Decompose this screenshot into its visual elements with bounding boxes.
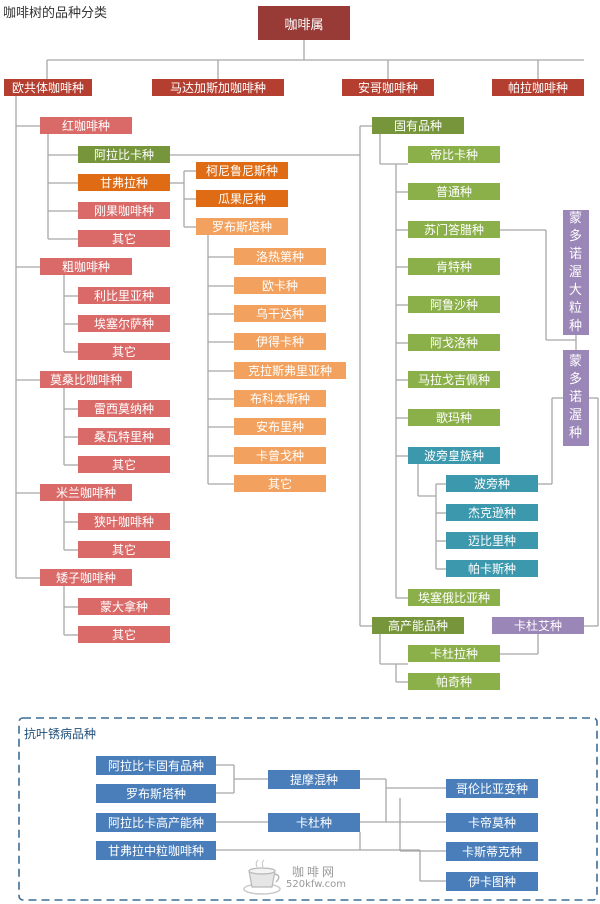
- watermark-cn-text: 咖啡网: [292, 865, 338, 879]
- node-robusta-child-9: 其它: [234, 475, 326, 492]
- rust-right-4: 伊卡图种: [446, 872, 538, 891]
- node-arabica: 阿拉比卡种: [78, 146, 170, 163]
- node-pacas: 帕奇种: [408, 673, 500, 690]
- site-watermark: 咖啡网 520kfw.com: [240, 857, 360, 897]
- node-bourbon-royal: 波旁皇族种: [408, 447, 500, 464]
- node-kaffir-child-2: 瓜果尼种: [196, 190, 288, 207]
- rust-left-3: 阿拉比卡高产能种: [96, 813, 216, 832]
- rust-right-1: 哥伦比亚变种: [446, 779, 538, 798]
- node-robusta-child-8: 卡曾戈种: [234, 447, 326, 464]
- node-bourbon-child-3: 迈比里种: [446, 532, 538, 549]
- node-robusta: 罗布斯塔种: [196, 218, 288, 235]
- species-eucoffea: 欧共体咖啡种: [4, 79, 92, 96]
- node-congo: 刚果咖啡种: [78, 202, 170, 219]
- species-pala: 帕拉咖啡种: [492, 79, 584, 96]
- group-coarse-coffee: 粗咖啡种: [40, 258, 132, 275]
- rust-left-4: 甘弗拉中粒咖啡种: [96, 841, 216, 860]
- species-madagascar: 马达加斯加咖啡种: [152, 79, 284, 96]
- node-catuai: 卡杜艾种: [492, 617, 584, 634]
- node-mundo-novo: 蒙多诺渥种: [563, 350, 589, 446]
- node-native-7: 马拉戈吉佩种: [408, 371, 500, 388]
- rust-left-2: 罗布斯塔种: [96, 784, 216, 803]
- node-native-4: 肯特种: [408, 258, 500, 275]
- rust-section-title: 抗叶锈病品种: [24, 727, 97, 741]
- group-milan-coffee: 米兰咖啡种: [40, 484, 132, 501]
- node-kaffir-child-1: 柯尼鲁尼斯种: [196, 162, 288, 179]
- rust-mid-2: 卡杜种: [268, 813, 360, 832]
- node-native-10: 埃塞俄比亚种: [408, 589, 500, 606]
- group-red-coffee: 红咖啡种: [40, 117, 132, 134]
- group-dwarf-coffee: 矮子咖啡种: [40, 569, 132, 586]
- node-native-8: 歌玛种: [408, 409, 500, 426]
- node-bourbon-child-2: 杰克逊种: [446, 504, 538, 521]
- node-coarse-child-1: 利比里亚种: [78, 287, 170, 304]
- page-title: 咖啡树的品种分类: [3, 6, 108, 21]
- node-robusta-child-7: 安布里种: [234, 418, 326, 435]
- node-robusta-child-1: 洛热第种: [234, 248, 326, 265]
- node-bourbon-child-4: 帕卡斯种: [446, 560, 538, 577]
- node-mundo-novo-maragogype: 蒙多诺渥大粒种: [563, 210, 589, 335]
- node-dwarf-child-1: 蒙大拿种: [78, 598, 170, 615]
- watermark-url-text: 520kfw.com: [286, 879, 347, 890]
- node-milan-child-1: 狭叶咖啡种: [78, 513, 170, 530]
- node-mozambique-child-1: 雷西莫纳种: [78, 400, 170, 417]
- node-native-5: 阿鲁沙种: [408, 296, 500, 313]
- group-high-yield: 高产能品种: [372, 617, 464, 634]
- rust-section-frame: [18, 717, 598, 901]
- node-robusta-child-2: 欧卡种: [234, 277, 326, 294]
- node-coarse-other: 其它: [78, 343, 170, 360]
- genus-box: 咖啡属: [258, 6, 350, 40]
- node-native-3: 苏门答腊种: [408, 221, 500, 238]
- node-native-1: 帝比卡种: [408, 146, 500, 163]
- node-red-other: 其它: [78, 230, 170, 247]
- rust-left-1: 阿拉比卡固有品种: [96, 756, 216, 775]
- node-native-6: 阿戈洛种: [408, 334, 500, 351]
- node-native-2: 普通种: [408, 183, 500, 200]
- rust-right-3: 卡斯蒂克种: [446, 842, 538, 861]
- node-coarse-child-2: 埃塞尔萨种: [78, 315, 170, 332]
- node-robusta-child-4: 伊得卡种: [234, 333, 326, 350]
- node-bourbon-child-1: 波旁种: [446, 475, 538, 492]
- coffee-cup-icon: [243, 859, 281, 895]
- group-mozambique-coffee: 莫桑比咖啡种: [40, 371, 132, 388]
- group-native-varieties: 固有品种: [372, 117, 464, 134]
- node-mozambique-child-2: 桑瓦特里种: [78, 428, 170, 445]
- node-robusta-child-5: 克拉斯弗里亚种: [234, 362, 346, 379]
- node-dwarf-other: 其它: [78, 626, 170, 643]
- node-robusta-child-6: 布科本斯种: [234, 390, 326, 407]
- node-kaffir: 甘弗拉种: [78, 174, 170, 191]
- rust-mid-1: 提摩混种: [268, 770, 360, 789]
- node-mozambique-other: 其它: [78, 456, 170, 473]
- species-angola: 安哥咖啡种: [342, 79, 434, 96]
- rust-right-2: 卡帝莫种: [446, 813, 538, 832]
- node-caturra: 卡杜拉种: [408, 645, 500, 662]
- node-milan-other: 其它: [78, 541, 170, 558]
- node-robusta-child-3: 乌干达种: [234, 305, 326, 322]
